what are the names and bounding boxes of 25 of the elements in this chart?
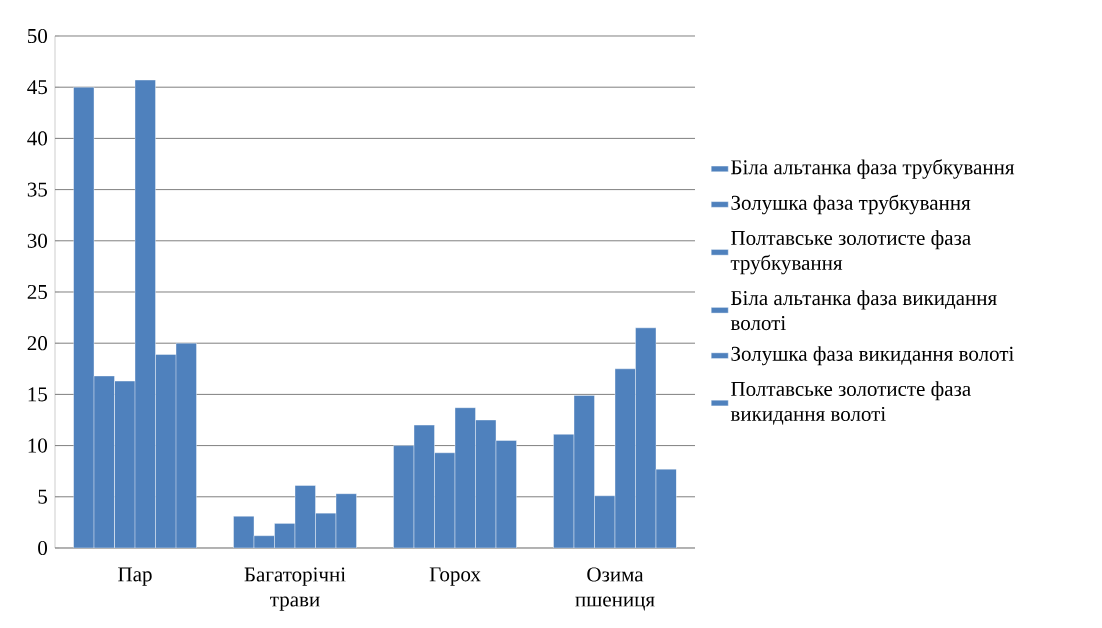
x-tick-label: Пар <box>118 567 152 586</box>
y-tick-label: 10 <box>28 438 48 453</box>
legend-label: Золушка фаза викидання волоті <box>731 346 1014 366</box>
bar <box>655 468 677 548</box>
y-tick-label: 5 <box>38 489 47 504</box>
legend-label: Полтавське золотисте фаза викидання волоті <box>730 381 971 425</box>
bar <box>175 342 197 548</box>
y-tick-label: 50 <box>28 28 48 44</box>
y-tick-label: 0 <box>38 540 48 556</box>
legend-label: Біла альтанка фаза трубкування <box>731 159 1015 179</box>
y-tick-label: 15 <box>28 387 47 402</box>
y-tick-label: 25 <box>27 284 47 300</box>
bar <box>335 493 357 548</box>
legend-label: Золушка фаза трубкування <box>731 194 971 215</box>
y-tick-label: 35 <box>27 182 47 197</box>
x-tick-label: Багаторічні трави <box>244 567 346 611</box>
x-tick-label: Горох <box>429 567 481 586</box>
x-tick-label: Озима пшениця <box>575 567 655 611</box>
bar <box>495 440 517 548</box>
y-tick-label: 30 <box>27 233 48 248</box>
y-tick-label: 40 <box>27 131 48 146</box>
legend-label: Біла альтанка фаза викидання волоті <box>730 290 997 331</box>
legend-label: Полтавське золотисте фаза трубкування <box>730 230 971 275</box>
y-tick-label: 20 <box>27 336 48 351</box>
y-tick-label: 45 <box>27 80 47 95</box>
